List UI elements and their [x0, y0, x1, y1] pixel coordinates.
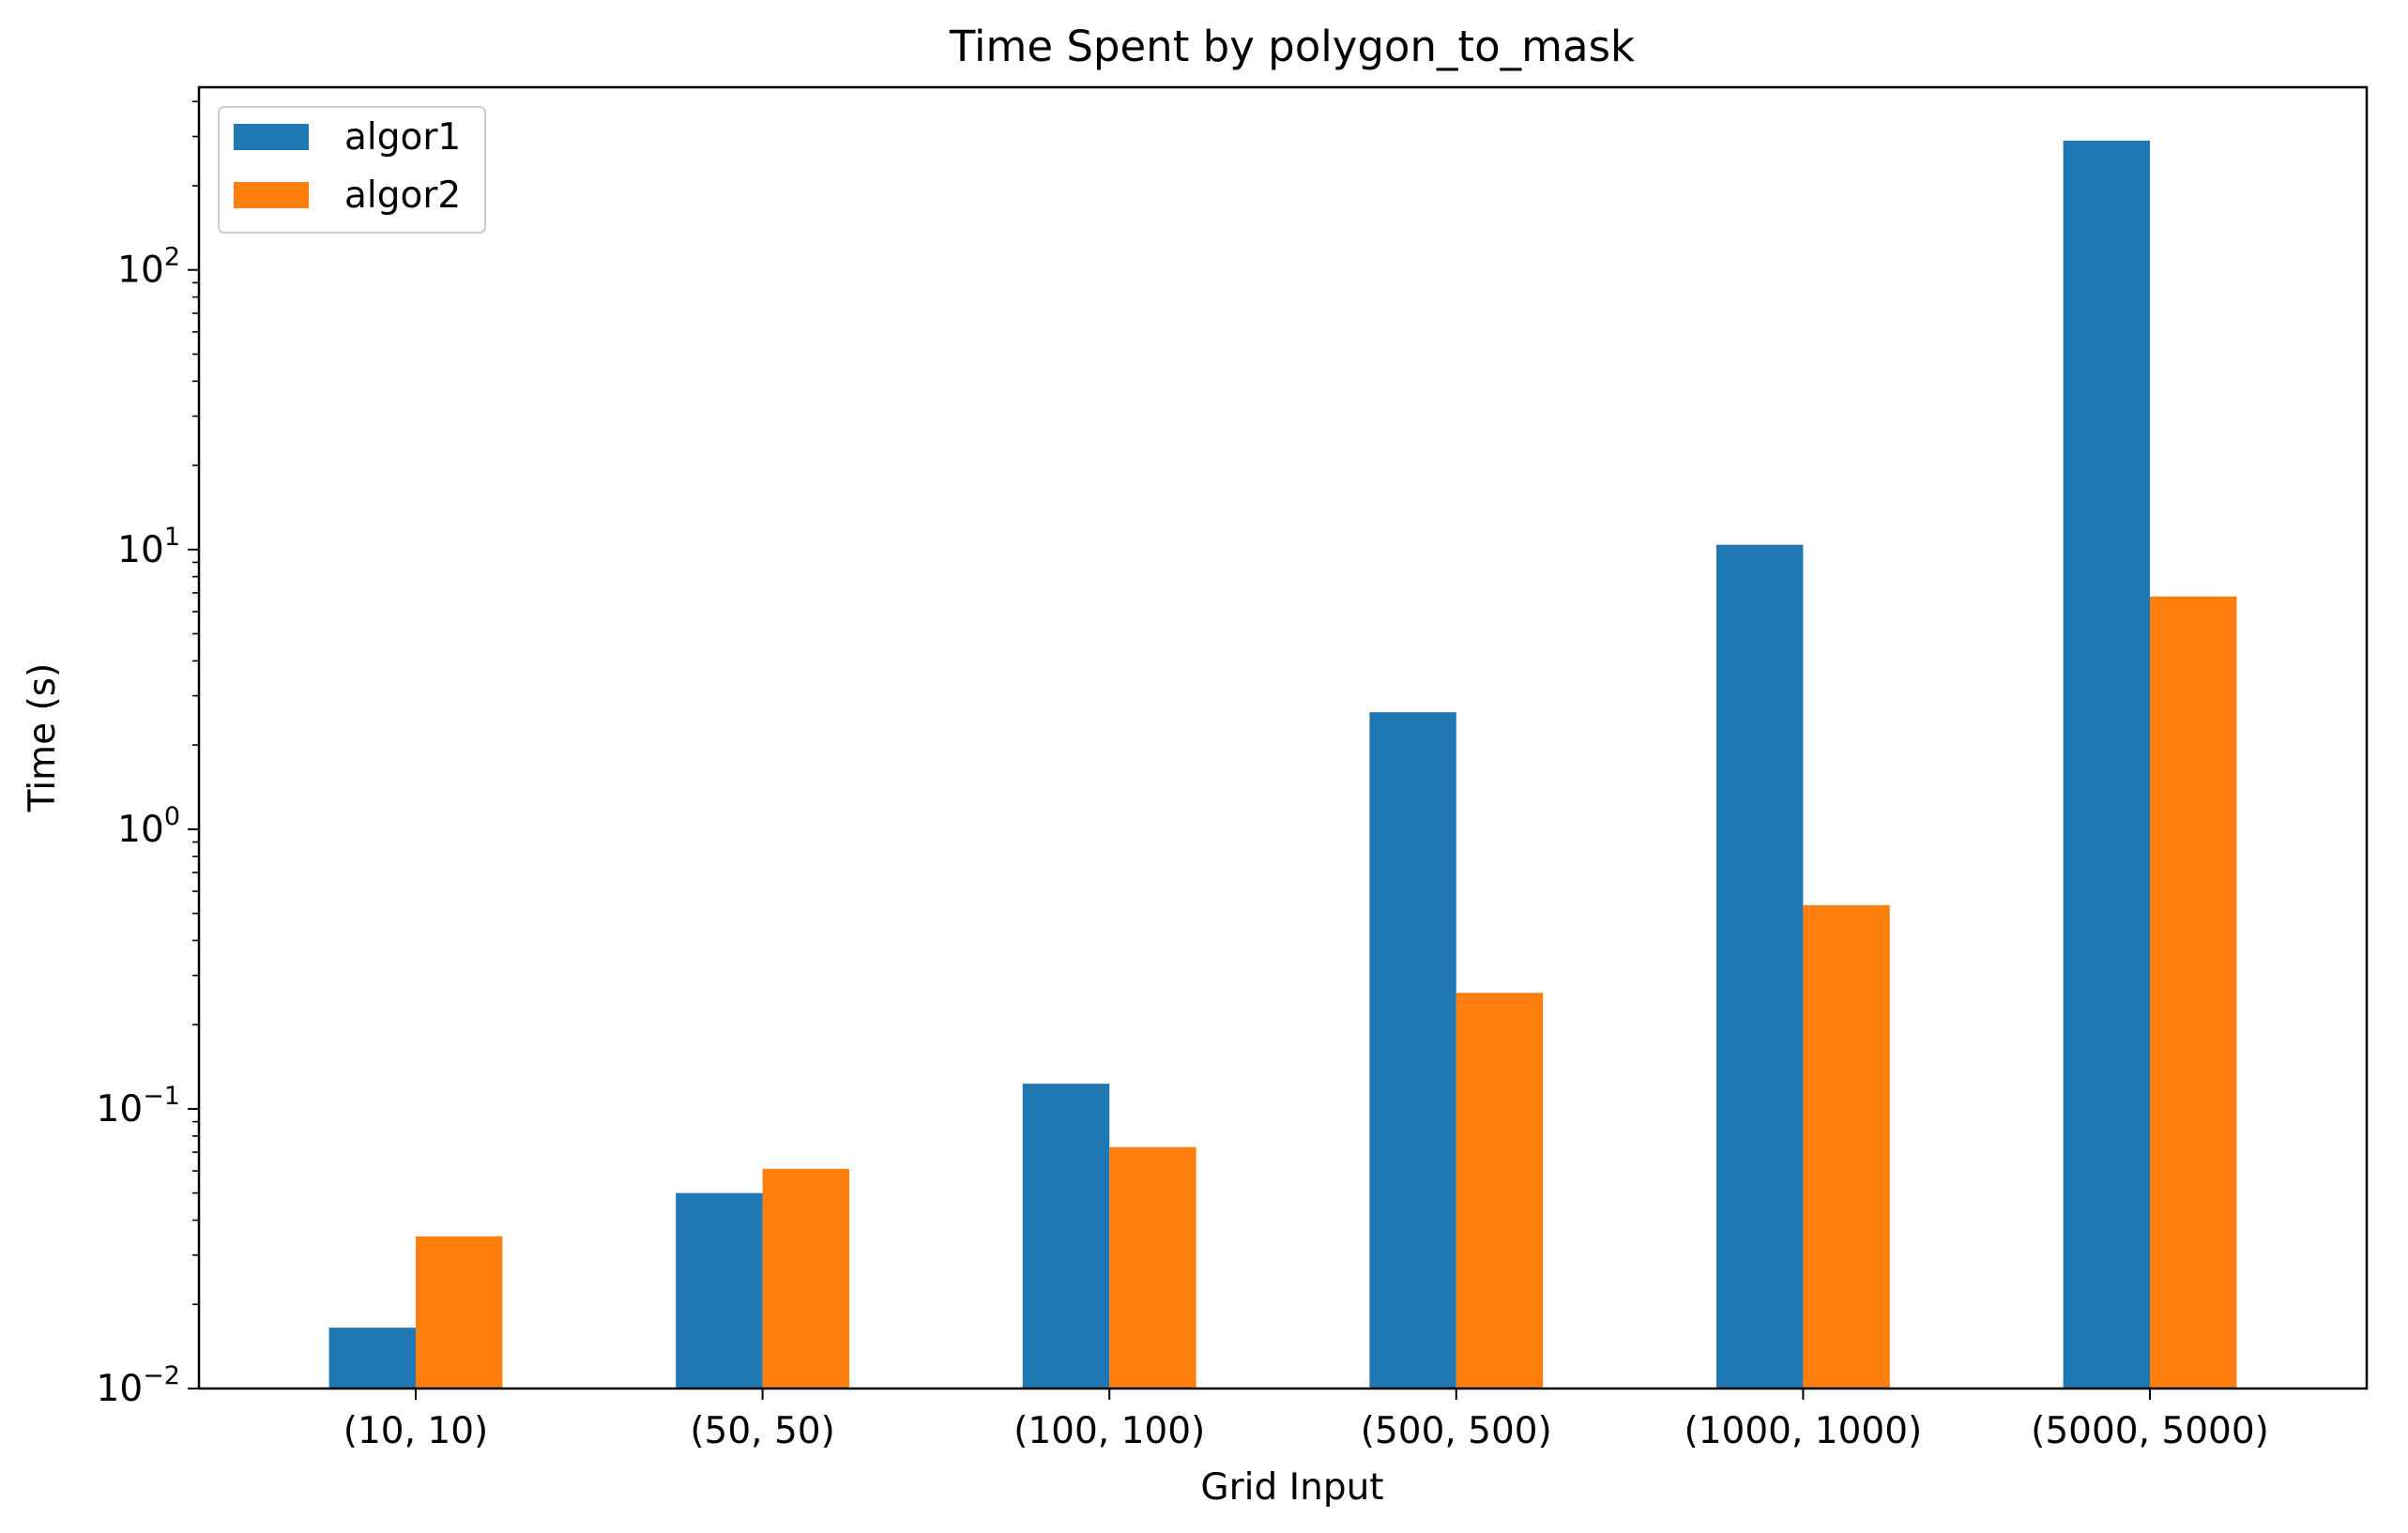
- bar-algor2-5: [2150, 596, 2237, 1389]
- x-tick-label-2: (100, 100): [1013, 1410, 1205, 1452]
- bar-algor1-1: [676, 1192, 763, 1389]
- legend-label-algor1: algor1: [344, 116, 461, 159]
- bar-algor2-4: [1803, 904, 1890, 1389]
- bar-algor2-3: [1455, 993, 1544, 1389]
- y-tick-base: 10: [117, 529, 164, 571]
- x-axis-label: Grid Input: [1200, 1466, 1383, 1509]
- x-tick-label-0: (10, 10): [343, 1410, 488, 1452]
- bar-algor2-0: [416, 1236, 503, 1389]
- y-axis-label: Time (s): [22, 663, 64, 813]
- y-tick-label-1: 10−1: [97, 1082, 180, 1131]
- y-tick-exponent: 1: [164, 523, 180, 552]
- legend-swatch-algor1: [234, 124, 309, 150]
- y-tick-exponent: 2: [164, 243, 180, 272]
- bar-algor1-3: [1369, 712, 1456, 1389]
- y-tick-label-4: 102: [117, 243, 180, 292]
- y-tick-base: 10: [117, 250, 164, 292]
- legend-swatch-algor2: [234, 182, 309, 208]
- plot-frame: [197, 85, 2369, 1390]
- bar-algor1-4: [1716, 544, 1804, 1389]
- x-ticks: (10, 10) (50, 50) (100, 100) (500, 500) (100…: [343, 1389, 2269, 1452]
- x-tick-label-5: (5000, 5000): [2031, 1410, 2269, 1452]
- y-tick-base: 10: [117, 809, 164, 851]
- legend-label-algor2: algor2: [344, 175, 461, 217]
- y-tick-exponent: 0: [164, 802, 180, 831]
- y-tick-exponent: −1: [143, 1082, 180, 1111]
- bars-group: [328, 140, 2237, 1389]
- y-tick-label-0: 10−2: [97, 1361, 180, 1410]
- y-tick-exponent: −2: [143, 1361, 180, 1390]
- x-tick-label-3: (500, 500): [1361, 1410, 1552, 1452]
- chart-title: Time Spent by polygon_to_mask: [949, 22, 1635, 71]
- y-tick-base: 10: [97, 1368, 144, 1410]
- bar-algor1-0: [328, 1328, 416, 1389]
- x-tick-label-4: (1000, 1000): [1684, 1410, 1923, 1452]
- bar-algor1-5: [2063, 140, 2150, 1389]
- bar-algor2-2: [1109, 1146, 1196, 1389]
- y-tick-base: 10: [97, 1088, 144, 1131]
- y-tick-label-3: 101: [117, 523, 180, 571]
- y-tick-label-2: 100: [117, 802, 180, 851]
- x-tick-label-1: (50, 50): [690, 1410, 834, 1452]
- legend: algor1 algor2: [218, 106, 486, 234]
- bar-algor2-1: [762, 1168, 849, 1389]
- bar-algor1-2: [1022, 1084, 1110, 1389]
